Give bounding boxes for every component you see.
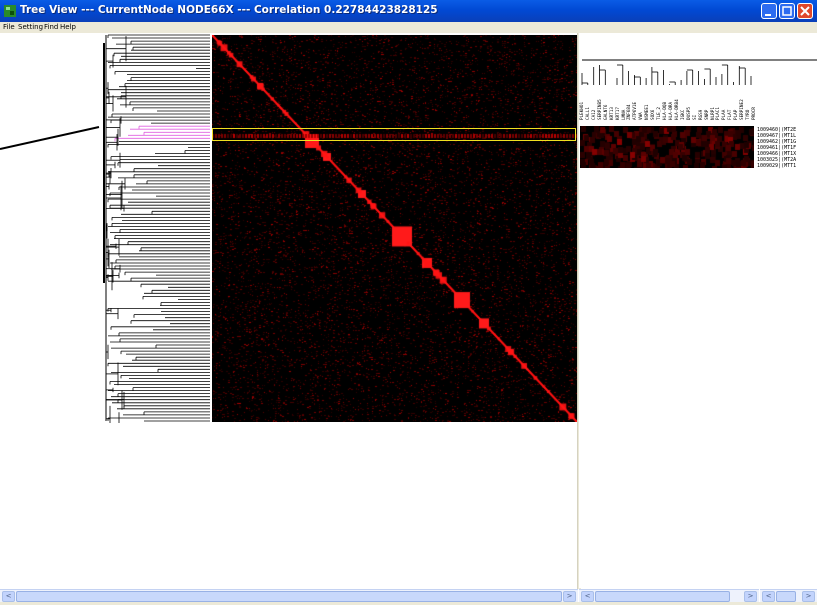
status-strip bbox=[0, 602, 817, 605]
tree-app-icon bbox=[4, 5, 16, 17]
array-label: SERPINB5 bbox=[597, 99, 603, 120]
menu-help[interactable]: Help bbox=[60, 23, 76, 31]
gene-label: 1009461|(MT1F bbox=[757, 145, 797, 151]
gene-label: 1009029|(MTT1 bbox=[757, 163, 797, 169]
right-pane bbox=[579, 33, 817, 588]
selection-box bbox=[212, 128, 576, 141]
array-dendrogram[interactable] bbox=[579, 33, 817, 93]
array-label: SERPINE2 bbox=[740, 99, 746, 120]
array-label: LMNA bbox=[621, 109, 627, 120]
array-label: GALNT6 bbox=[603, 104, 609, 120]
window-title: Tree View --- CurrentNode NODE66X --- Co… bbox=[20, 4, 438, 16]
array-label: CA12 bbox=[591, 109, 597, 120]
array-label: CALL1 bbox=[585, 107, 591, 120]
selection-callout bbox=[0, 126, 100, 150]
array-label: SOX6 bbox=[651, 109, 657, 120]
array-label: PLAP bbox=[734, 109, 740, 120]
gene-label: 1003025|(MT2A bbox=[757, 157, 797, 163]
chevron-left-icon: < bbox=[584, 592, 591, 600]
chevron-left-icon: < bbox=[765, 592, 772, 600]
array-label: IGKC bbox=[680, 109, 686, 120]
array-label: VWA bbox=[639, 112, 645, 120]
array-label: HLA-DRA bbox=[669, 101, 674, 120]
scroll-left-button[interactable]: < bbox=[581, 591, 594, 602]
array-label: SI bbox=[692, 114, 698, 120]
array-label: PROCR bbox=[752, 107, 757, 120]
array-label: DUSP5 bbox=[686, 107, 692, 120]
close-button[interactable] bbox=[797, 3, 813, 19]
array-label: TYRO bbox=[746, 109, 752, 120]
gene-label: 1009467|(MT1L bbox=[757, 133, 797, 139]
menu-find[interactable]: Find bbox=[44, 23, 59, 31]
scroll-right-button[interactable]: > bbox=[563, 591, 576, 602]
gene-label: 1009460|(MT2E bbox=[757, 127, 797, 133]
gene-dendrogram[interactable] bbox=[0, 33, 212, 423]
correlation-heatmap[interactable] bbox=[212, 35, 577, 422]
right-horizontal-scrollbar[interactable]: < > bbox=[579, 589, 759, 602]
array-label: KRT13 bbox=[609, 107, 615, 120]
title-bar: Tree View --- CurrentNode NODE66X --- Co… bbox=[0, 0, 817, 22]
chevron-right-icon: > bbox=[566, 592, 573, 600]
scroll-right-button[interactable]: > bbox=[744, 591, 757, 602]
array-label: ATP6V1E bbox=[633, 101, 639, 120]
zoom-heatmap[interactable] bbox=[580, 126, 754, 168]
menu-bar: File Setting Find Help bbox=[0, 22, 817, 33]
minimize-icon bbox=[765, 14, 771, 16]
array-label: SNRP bbox=[704, 109, 710, 120]
labels-horizontal-scrollbar[interactable]: < > bbox=[760, 589, 817, 602]
scroll-thumb[interactable] bbox=[776, 591, 796, 602]
scroll-left-button[interactable]: < bbox=[2, 591, 15, 602]
array-label: PLEKHO1 bbox=[580, 101, 585, 120]
array-label: ZNF684 bbox=[627, 104, 633, 120]
array-label: HLA-DRB4 bbox=[674, 99, 680, 120]
minimize-button[interactable] bbox=[761, 3, 777, 19]
array-label: TLE_2 bbox=[657, 107, 663, 120]
chevron-right-icon: > bbox=[805, 592, 812, 600]
array-label: PLAC1 bbox=[716, 107, 722, 120]
array-label: HLA-DQB bbox=[663, 101, 668, 120]
array-label: KRT17 bbox=[615, 107, 621, 120]
array-label: NSMEE1 bbox=[645, 104, 651, 120]
menu-setting[interactable]: Setting bbox=[18, 23, 44, 31]
scroll-thumb[interactable] bbox=[16, 591, 562, 602]
left-horizontal-scrollbar[interactable]: < > bbox=[0, 589, 578, 602]
chevron-left-icon: < bbox=[5, 592, 12, 600]
scroll-left-button[interactable]: < bbox=[762, 591, 775, 602]
gene-label: 1009466|(MT1X bbox=[757, 151, 797, 157]
maximize-icon bbox=[782, 6, 792, 16]
left-pane bbox=[0, 33, 578, 588]
chevron-right-icon: > bbox=[747, 592, 754, 600]
gene-label: 1009462|(MT1G bbox=[757, 139, 797, 145]
array-label: FLAT bbox=[728, 109, 734, 120]
scroll-right-button[interactable]: > bbox=[802, 591, 815, 602]
array-label: PLAA bbox=[722, 109, 728, 120]
close-icon bbox=[800, 6, 810, 16]
array-label: NLRP1 bbox=[710, 107, 716, 120]
scroll-thumb[interactable] bbox=[595, 591, 730, 602]
array-label: RGS9 bbox=[698, 109, 704, 120]
menu-file[interactable]: File bbox=[3, 23, 15, 31]
maximize-button[interactable] bbox=[779, 3, 795, 19]
